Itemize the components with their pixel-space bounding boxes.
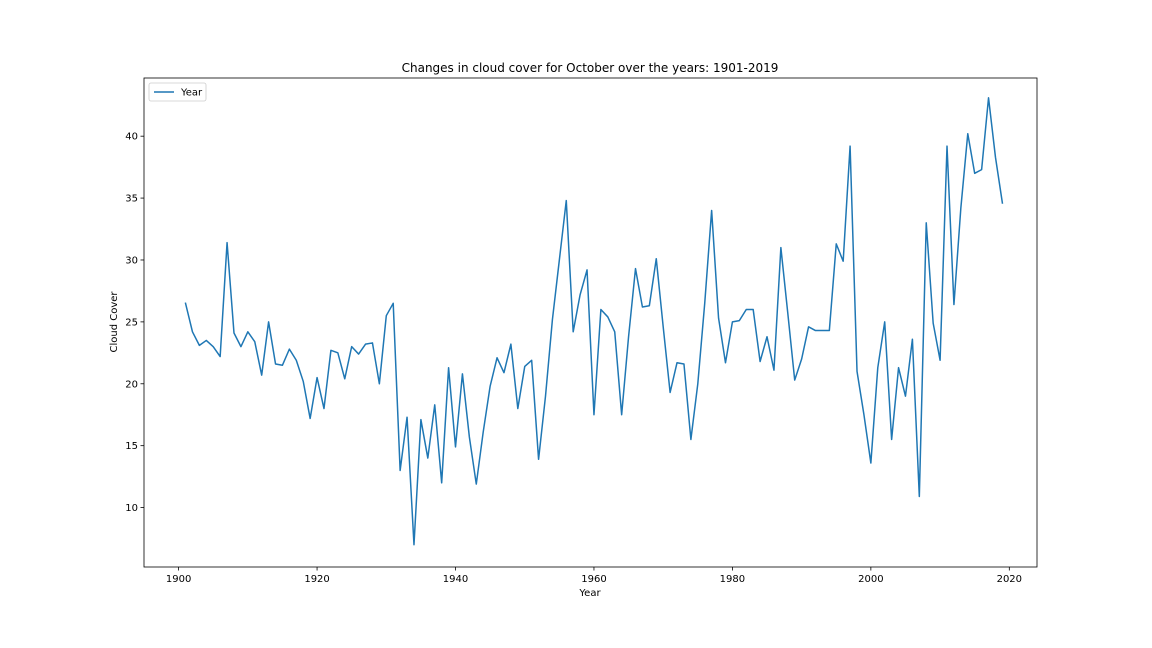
- plot-area: 1900 1920 1940 1960 1980 2000 2020 10 15 20 25 30 35…: [125, 77, 1038, 585]
- y-tick-label: 35: [125, 194, 138, 205]
- axes-frame: [143, 77, 1038, 568]
- x-axis-title: Year: [578, 588, 601, 599]
- x-tick-label: 1920: [304, 574, 329, 585]
- x-tick-label: 1900: [166, 574, 191, 585]
- y-tick-label: 30: [125, 255, 138, 266]
- y-axis-title: Cloud Cover: [109, 291, 120, 353]
- series-line-0: [184, 97, 1004, 546]
- y-tick-label: 15: [125, 441, 138, 452]
- x-tick-label: 1940: [443, 574, 468, 585]
- x-tick-label: 1980: [720, 574, 745, 585]
- legend-label: Year: [180, 88, 203, 99]
- y-tick-label: 20: [125, 379, 138, 390]
- y-tick-label: 25: [125, 317, 138, 328]
- x-tick-label: 2020: [997, 574, 1022, 585]
- legend-box: [148, 82, 207, 102]
- x-tick-label: 2000: [858, 574, 883, 585]
- y-tick-label: 10: [125, 503, 138, 514]
- y-tick-label: 40: [125, 132, 138, 143]
- x-tick-label: 1960: [581, 574, 606, 585]
- legend: Year: [148, 82, 207, 102]
- chart-title: Changes in cloud cover for October over …: [402, 61, 779, 75]
